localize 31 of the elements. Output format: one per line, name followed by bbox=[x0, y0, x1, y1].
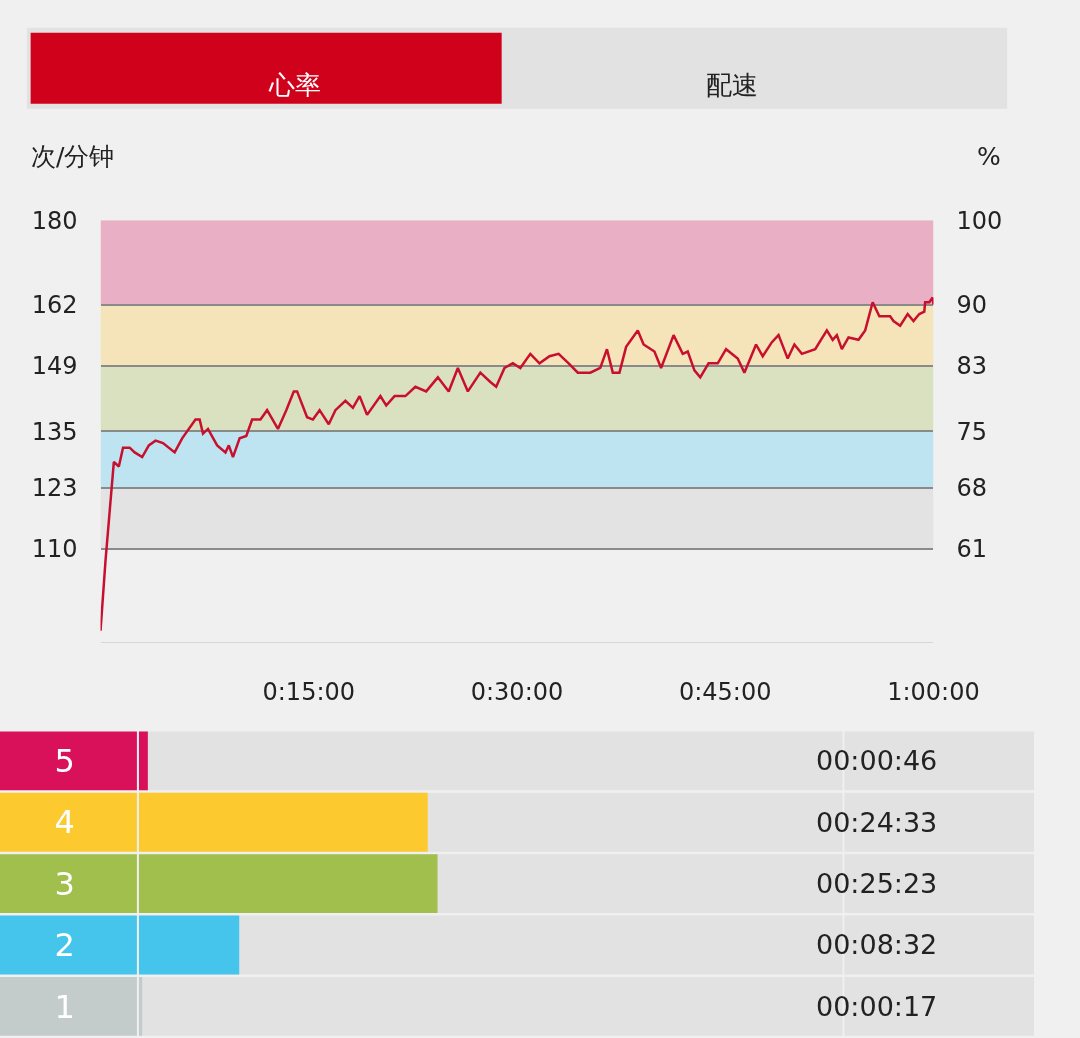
y2-tick-label: 68 bbox=[956, 474, 988, 503]
y2-axis-title: % bbox=[977, 142, 1001, 171]
y2-tick-label: 75 bbox=[956, 417, 988, 446]
y2-tick-label: 61 bbox=[956, 534, 988, 563]
y2-tick-label: 90 bbox=[956, 291, 988, 320]
text: 配速 bbox=[706, 70, 758, 100]
y2-tick-label: 83 bbox=[956, 352, 988, 380]
x-tick-label: 0:30:00 bbox=[470, 678, 564, 707]
x-tick-label: 0:45:00 bbox=[678, 678, 772, 707]
x-tick-label: 0:15:00 bbox=[262, 678, 356, 707]
y2-tick-label: 100 bbox=[956, 206, 1003, 235]
data-label: 00:25:23 bbox=[816, 868, 938, 899]
data-label: 00:00:46 bbox=[816, 745, 938, 776]
data-label: 00:24:33 bbox=[816, 807, 938, 838]
y-tick-label: 162 bbox=[31, 291, 78, 320]
y-tick-label: 3 bbox=[54, 864, 75, 903]
y-tick-label: 5 bbox=[54, 742, 75, 781]
y-tick-label: 2 bbox=[54, 926, 75, 965]
y-tick-label: 149 bbox=[31, 352, 78, 381]
x-tick-label: 1:00:00 bbox=[887, 678, 980, 707]
y-tick-label: 180 bbox=[31, 206, 78, 235]
data-label: 00:08:32 bbox=[816, 929, 938, 960]
line-series bbox=[100, 296, 934, 632]
text: 心率 bbox=[268, 70, 321, 100]
y-tick-label: 135 bbox=[31, 417, 78, 446]
y-axis-title: 次/分钟 bbox=[31, 142, 115, 171]
y-tick-label: 4 bbox=[54, 803, 75, 842]
y-tick-label: 110 bbox=[31, 534, 78, 563]
y-tick-label: 123 bbox=[31, 473, 78, 502]
y-tick-label: 1 bbox=[54, 987, 75, 1026]
data-label: 00:00:17 bbox=[816, 991, 938, 1022]
